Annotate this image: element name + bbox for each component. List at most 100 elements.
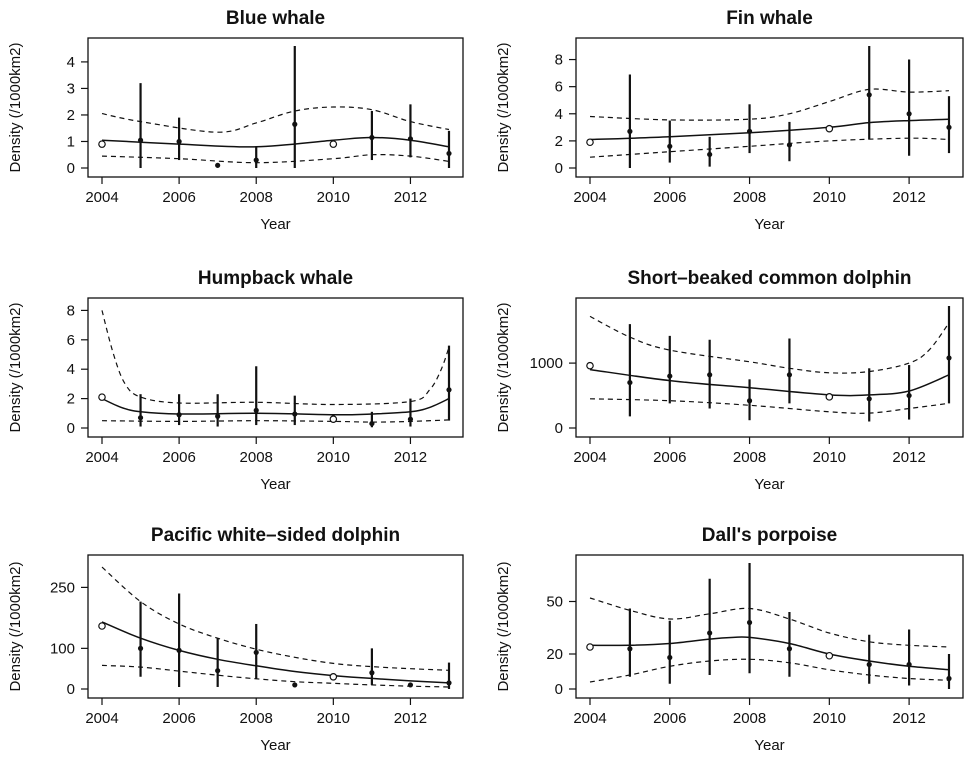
x-tick-label: 2012: [892, 189, 925, 206]
estimate-point: [786, 372, 793, 378]
estimate-point-open: [329, 673, 338, 681]
y-tick-label: 4: [67, 361, 75, 378]
estimate-point: [707, 372, 713, 378]
estimate-point: [746, 128, 753, 134]
estimate-point: [946, 675, 952, 682]
plot-frame: [575, 297, 964, 438]
y-tick-label: 4: [67, 54, 75, 71]
y-tick-label: 0: [555, 681, 563, 698]
estimate-point: [215, 162, 221, 168]
x-tick-label: 2008: [240, 449, 273, 466]
x-tick-label: 2010: [317, 449, 350, 466]
x-tick-label: 2004: [85, 449, 118, 466]
y-tick-label: 0: [555, 160, 563, 177]
estimate-point: [707, 630, 713, 636]
estimate-point: [369, 420, 375, 427]
x-tick-label: 2012: [394, 710, 427, 727]
estimate-point-open: [98, 622, 106, 630]
trend-line: [589, 636, 950, 671]
x-tick-label: 2004: [85, 710, 118, 727]
x-tick-label: 2006: [653, 710, 686, 727]
panel-title: Short–beaked common dolphin: [628, 268, 912, 289]
x-tick-label: 2010: [813, 449, 846, 466]
x-tick-label: 2010: [317, 710, 350, 727]
plot-frame: [87, 297, 464, 438]
confidence-bound-line: [589, 137, 950, 158]
x-tick-label: 2010: [813, 189, 846, 206]
y-tick-label: 2: [67, 107, 75, 124]
x-tick-label: 2008: [240, 710, 273, 727]
x-tick-label: 2008: [733, 449, 766, 466]
estimate-point-open: [329, 415, 338, 423]
y-tick-label: 0: [67, 420, 75, 437]
y-tick-label: 3: [67, 80, 75, 97]
chart-panel: Fin whale 2004 2006 2008 2010 2012 Year 0 2 4 6 8 De…: [495, 8, 964, 233]
estimate-point-open: [825, 124, 834, 133]
y-tick-label: 8: [67, 302, 75, 319]
y-tick-label: 50: [546, 594, 563, 611]
estimate-point: [786, 646, 793, 652]
y-tick-label: 6: [555, 79, 563, 96]
estimate-point-open: [98, 393, 106, 401]
x-tick-label: 2012: [892, 449, 925, 466]
estimate-point: [137, 645, 144, 651]
y-tick-label: 250: [50, 579, 75, 596]
y-axis-label: Density (/1000km2): [495, 561, 512, 691]
estimate-point: [176, 647, 182, 653]
x-tick-label: 2006: [653, 189, 686, 206]
y-tick-label: 6: [67, 332, 75, 349]
y-tick-label: 4: [555, 106, 563, 123]
y-tick-label: 0: [67, 160, 75, 177]
estimate-point: [292, 411, 298, 417]
panel-title: Dall's porpoise: [702, 525, 837, 546]
estimate-point-open: [825, 651, 834, 660]
x-tick-label: 2004: [573, 189, 606, 206]
estimate-point-open: [98, 140, 106, 148]
confidence-bound-line: [589, 597, 950, 648]
estimate-point-open: [586, 361, 594, 370]
estimate-point: [292, 121, 298, 127]
estimate-point: [866, 661, 872, 668]
y-axis-label: Density (/1000km2): [7, 561, 24, 691]
panel-title: Humpback whale: [198, 268, 353, 289]
x-tick-label: 2008: [733, 189, 766, 206]
estimate-point: [369, 134, 375, 141]
trend-line: [589, 118, 950, 141]
x-axis-label: Year: [754, 216, 784, 233]
y-tick-label: 2: [67, 391, 75, 408]
estimate-point: [627, 646, 633, 652]
y-axis-label: Density (/1000km2): [7, 42, 24, 172]
estimate-point: [667, 654, 673, 661]
y-axis-label: Density (/1000km2): [7, 302, 24, 432]
estimate-point-open: [329, 140, 338, 148]
y-axis-label: Density (/1000km2): [495, 42, 512, 172]
confidence-bound-line: [101, 419, 450, 423]
estimate-point: [627, 379, 633, 386]
x-tick-label: 2004: [573, 710, 606, 727]
y-tick-label: 1: [67, 133, 75, 150]
trend-line: [589, 368, 950, 397]
chart-panel: Short–beaked common dolphin 2004 2006 2008 2…: [495, 268, 964, 493]
chart-panel: Blue whale 2004 2006 2008 2010 2012 Year 0 1 2 3 4 D…: [7, 8, 464, 233]
estimate-point: [176, 138, 182, 145]
chart-panel: Pacific white–sided dolphin 2004 2006 2008 2…: [7, 525, 464, 754]
estimate-point: [369, 670, 375, 676]
confidence-bound-line: [589, 88, 950, 121]
y-tick-label: 8: [555, 52, 563, 69]
plot-frame: [575, 554, 964, 699]
x-axis-label: Year: [260, 476, 290, 493]
y-tick-label: 1000: [530, 355, 563, 372]
estimate-point: [292, 682, 298, 688]
estimate-point: [253, 157, 259, 163]
chart-panel: Humpback whale 2004 2006 2008 2010 2012 Year 0 2…: [7, 268, 464, 493]
plot-frame: [87, 37, 464, 178]
estimate-point: [946, 124, 952, 130]
estimate-point: [253, 407, 259, 413]
estimate-point: [906, 661, 912, 668]
estimate-point: [446, 680, 452, 686]
estimate-point: [707, 151, 713, 158]
x-axis-label: Year: [260, 737, 290, 754]
x-tick-label: 2006: [162, 189, 195, 206]
x-tick-label: 2008: [733, 710, 766, 727]
